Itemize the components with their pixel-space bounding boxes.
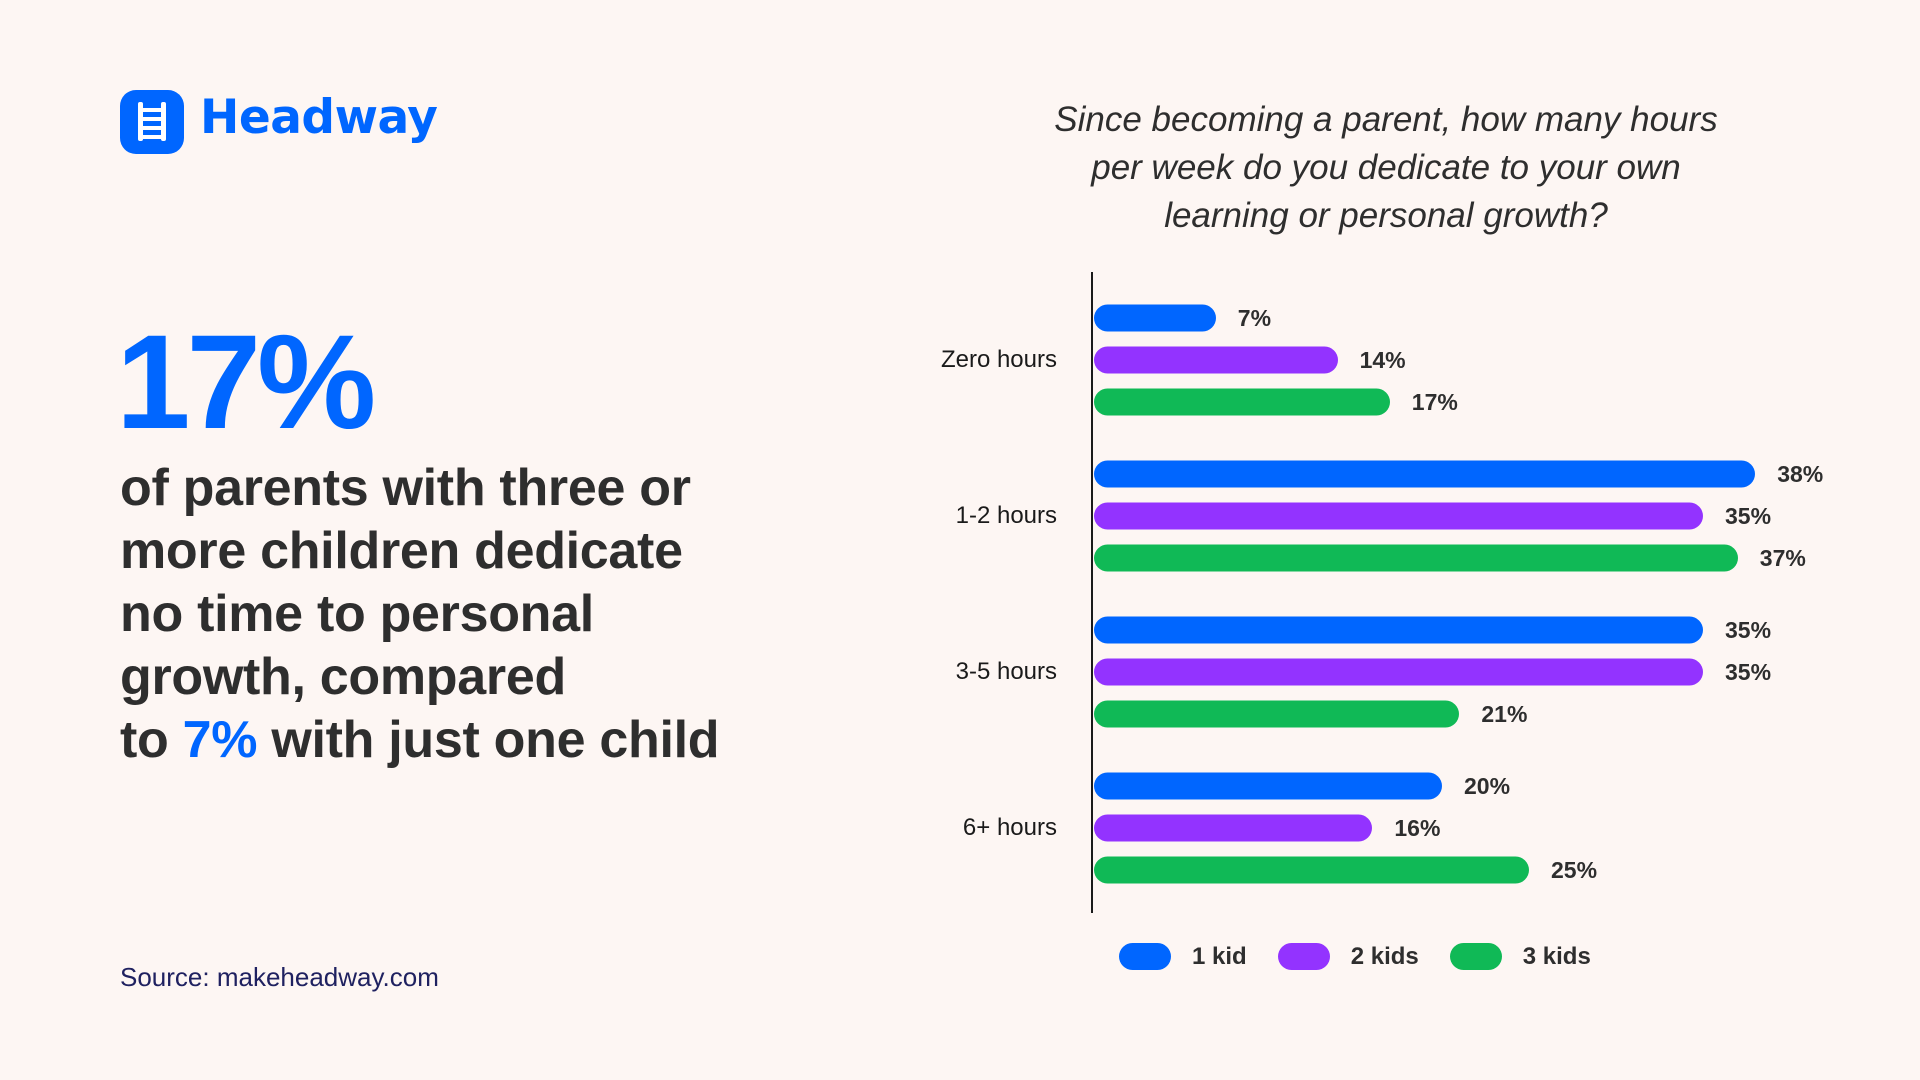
- headline-stat-value: 17%: [116, 308, 376, 457]
- headline-line: more children dedicate: [120, 522, 683, 580]
- ladder-rung: [142, 117, 162, 121]
- headway-logo-icon: [120, 90, 184, 154]
- bar-3-kids-6+-hours: [1094, 856, 1529, 884]
- bar-value-label: 38%: [1777, 461, 1824, 487]
- bar-value-label: 20%: [1464, 773, 1511, 799]
- headline-line-last: to 7% with just one child: [120, 709, 800, 772]
- headline-line: of parents with three or: [120, 459, 691, 517]
- ladder-rail-left: [138, 102, 143, 141]
- legend-item-1-kid: 1 kid: [1119, 943, 1247, 971]
- legend-swatch: [1119, 943, 1171, 970]
- category-label: 1-2 hours: [955, 502, 1057, 529]
- bar-2-kids-zero-hours: [1094, 346, 1338, 374]
- bar-value-label: 35%: [1725, 659, 1772, 685]
- bar-value-label: 14%: [1359, 347, 1406, 373]
- bar-1-kid-1-2-hours: [1094, 460, 1756, 488]
- bar-value-label: 35%: [1725, 503, 1772, 529]
- headline-line: no time to personal: [120, 585, 594, 643]
- bar-1-kid-zero-hours: [1094, 304, 1216, 332]
- legend-swatch: [1277, 943, 1330, 970]
- ladder-rung: [142, 135, 162, 139]
- category-label: 3-5 hours: [955, 658, 1057, 685]
- bar-1-kid-6+-hours: [1094, 772, 1442, 800]
- chart-title: Since becoming a parent, how many hours …: [980, 96, 1792, 240]
- headline-suffix: with just one child: [257, 711, 720, 769]
- bar-2-kids-6+-hours: [1094, 814, 1373, 842]
- chart-title-line: per week do you dedicate to your own: [1091, 148, 1681, 187]
- bar-value-label: 17%: [1411, 389, 1458, 415]
- chart-title-line: Since becoming a parent, how many hours: [1054, 100, 1718, 139]
- bar-3-kids-1-2-hours: [1094, 544, 1738, 572]
- ladder-rail-right: [161, 102, 166, 141]
- category-label: Zero hours: [940, 346, 1057, 373]
- ladder-rung: [142, 108, 162, 112]
- legend-label: 2 kids: [1350, 942, 1419, 970]
- ladder-icon: [120, 90, 184, 154]
- headline-line: growth, compared: [120, 648, 566, 706]
- bar-value-label: 25%: [1551, 857, 1598, 883]
- bar-3-kids-zero-hours: [1094, 388, 1390, 416]
- brand-name: Headway: [200, 90, 438, 145]
- bar-value-label: 35%: [1725, 617, 1772, 643]
- bar-2-kids-1-2-hours: [1094, 502, 1703, 530]
- legend-item-3-kids: 3 kids: [1449, 942, 1591, 971]
- headline-highlight-value: 7%: [182, 711, 258, 769]
- ladder-rung: [142, 126, 162, 130]
- legend-label: 1 kid: [1192, 942, 1247, 970]
- bar-value-label: 37%: [1759, 545, 1806, 571]
- logo-background: [120, 90, 184, 154]
- bar-value-label: 21%: [1481, 701, 1528, 727]
- headline-prefix: to: [120, 711, 183, 769]
- chart-title-line: learning or personal growth?: [1164, 196, 1608, 235]
- source-note: Source: makeheadway.com: [120, 962, 439, 992]
- legend-item-2-kids: 2 kids: [1277, 942, 1419, 971]
- headline-stat-description: of parents with three or more children d…: [120, 457, 800, 772]
- chart-legend: 1 kid 2 kids 3 kids: [1119, 943, 1622, 970]
- bar-3-kids-3-5-hours: [1094, 700, 1460, 728]
- y-axis-line: [1091, 272, 1093, 913]
- bar-value-label: 7%: [1237, 305, 1272, 331]
- bar-value-label: 16%: [1394, 815, 1441, 841]
- bar-1-kid-3-5-hours: [1094, 616, 1703, 644]
- legend-swatch: [1449, 943, 1502, 970]
- legend-label: 3 kids: [1522, 942, 1591, 970]
- bar-2-kids-3-5-hours: [1094, 658, 1703, 686]
- category-label: 6+ hours: [962, 814, 1057, 841]
